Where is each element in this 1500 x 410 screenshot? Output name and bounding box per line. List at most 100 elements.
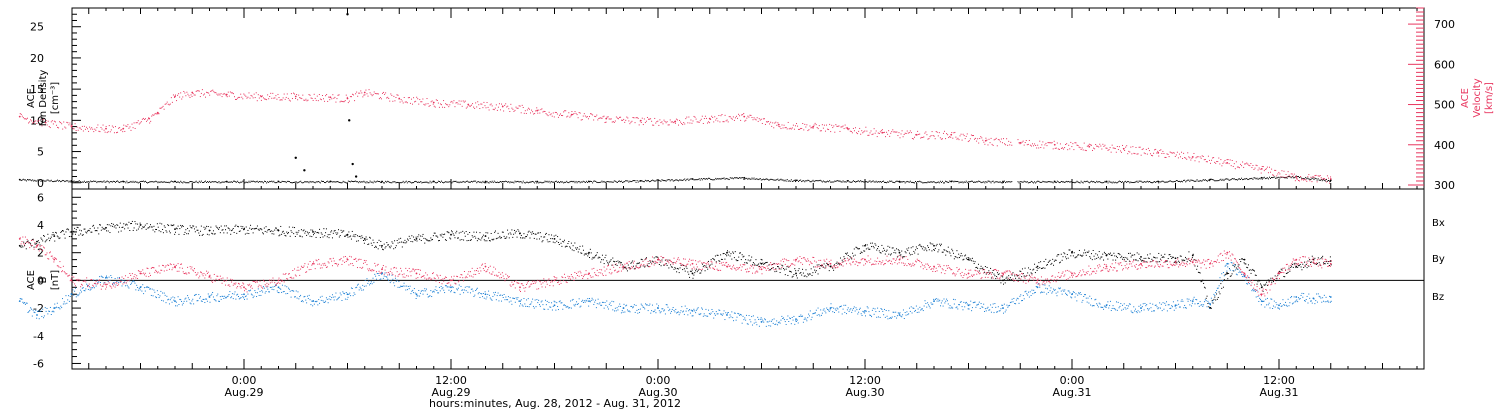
density-point (564, 181, 566, 183)
b-bx-point (246, 232, 248, 234)
density-point (395, 182, 397, 184)
density-point (99, 181, 101, 183)
velocity-point (839, 130, 841, 132)
velocity-point (541, 108, 543, 110)
density-point (701, 179, 703, 181)
b-bx-point (339, 235, 341, 237)
b-bx-point (744, 262, 746, 264)
b-bx-point (235, 224, 237, 226)
b-bx-point (187, 233, 189, 235)
velocity-point (1237, 166, 1239, 168)
b-bx-point (474, 235, 476, 237)
b-bx-point (62, 230, 64, 232)
b-by-point (262, 291, 264, 293)
velocity-point (376, 93, 378, 95)
density-point (1260, 177, 1262, 179)
density-point (797, 179, 799, 181)
velocity-point (821, 124, 823, 126)
b-bx-point (656, 256, 658, 258)
density-point (571, 180, 573, 182)
b-bx-point (679, 267, 681, 269)
velocity-point (701, 115, 703, 117)
b-bx-point (1119, 254, 1121, 256)
b-by-point (30, 308, 32, 310)
b-bx-point (1080, 255, 1082, 257)
velocity-point (1076, 144, 1078, 146)
velocity-point (410, 98, 412, 100)
density-point (746, 177, 748, 179)
density-point (1164, 182, 1166, 184)
b-bx-point (1320, 258, 1322, 260)
velocity-point (1195, 157, 1197, 159)
density-point (552, 181, 554, 183)
velocity-point (1253, 168, 1255, 170)
density-point (1271, 177, 1273, 179)
b-bx-point (989, 272, 991, 274)
velocity-point (1022, 140, 1024, 142)
b-bx-point (548, 234, 550, 236)
density-point (387, 180, 389, 182)
density-point (991, 180, 993, 182)
b-bx-point (410, 241, 412, 243)
b-bx-point (553, 235, 555, 237)
density-point (1186, 180, 1188, 182)
density-point (1181, 180, 1183, 182)
density-point (759, 178, 761, 180)
density-point (25, 180, 27, 182)
b-by-point (103, 282, 105, 284)
density-point (810, 181, 812, 183)
velocity-point (1157, 150, 1159, 152)
b-bx-point (695, 268, 697, 270)
velocity-point (266, 99, 268, 101)
b-bx-point (149, 226, 151, 228)
velocity-point (1096, 145, 1098, 147)
velocity-point (507, 105, 509, 107)
b-bx-point (885, 250, 887, 252)
b-by-point (181, 304, 183, 306)
density-point (238, 181, 240, 183)
b-bx-point (1102, 253, 1104, 255)
b-bx-point (125, 223, 127, 225)
b-bx-point (494, 231, 496, 233)
b-by-point (311, 300, 313, 302)
density-point (271, 180, 273, 182)
density-point (1035, 182, 1037, 184)
velocity-point (1158, 155, 1160, 157)
density-point (304, 180, 306, 182)
b-bx-point (975, 267, 977, 269)
velocity-point (319, 98, 321, 100)
density-point (518, 181, 520, 183)
velocity-point (514, 109, 516, 111)
b-bx-point (917, 253, 919, 255)
b-bx-point (306, 231, 308, 233)
b-bx-point (649, 260, 651, 262)
b-bx-point (763, 263, 765, 265)
b-by-point (290, 296, 292, 298)
b-bx-point (833, 264, 835, 266)
b-bx-point (274, 229, 276, 231)
b-bx-point (750, 259, 752, 261)
velocity-point (1186, 158, 1188, 160)
b-by-point (347, 296, 349, 298)
density-point (425, 181, 427, 183)
density-point (537, 181, 539, 183)
density-point (924, 182, 926, 184)
density-point (89, 181, 91, 183)
velocity-point (1300, 176, 1302, 178)
density-point (674, 179, 676, 181)
velocity-point (65, 127, 67, 129)
velocity-point (913, 136, 915, 138)
density-point (913, 182, 915, 184)
b-bx-point (90, 231, 92, 233)
density-point (837, 180, 839, 182)
b-bx-point (465, 231, 467, 233)
velocity-point (435, 99, 437, 101)
b-bx-point (799, 272, 801, 274)
b-bx-point (164, 226, 166, 228)
density-point (449, 181, 451, 183)
b-bx-point (1181, 259, 1183, 261)
density-point (1171, 181, 1173, 183)
density-point (840, 181, 842, 183)
velocity-point (582, 115, 584, 117)
